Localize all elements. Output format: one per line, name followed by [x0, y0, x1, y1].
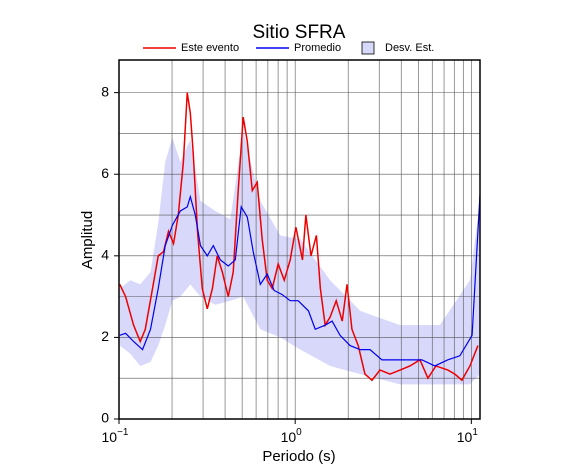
x-tick-label: 10−1	[102, 427, 129, 445]
chart-title: Sitio SFRA	[253, 22, 346, 43]
x-tick-base: 10	[281, 429, 297, 445]
std-band	[119, 131, 480, 385]
legend-label: Este evento	[181, 42, 239, 54]
x-tick-exponent: 0	[296, 427, 302, 438]
x-tick-base: 10	[457, 429, 473, 445]
x-axis-label: Periodo (s)	[262, 448, 335, 465]
y-tick-label: 8	[101, 83, 109, 99]
y-tick-label: 6	[101, 165, 109, 181]
x-tick-label: 100	[281, 427, 303, 445]
legend-label: Promedio	[294, 42, 341, 54]
x-tick-exponent: −1	[117, 427, 129, 438]
x-tick-exponent: 1	[472, 427, 478, 438]
x-tick-base: 10	[102, 429, 118, 445]
legend-label: Desv. Est.	[385, 42, 434, 54]
legend-swatch	[361, 41, 375, 55]
series-line	[119, 194, 481, 367]
y-tick-label: 0	[101, 410, 109, 426]
y-tick-label: 2	[101, 328, 109, 344]
y-tick-label: 4	[101, 247, 109, 263]
plot-frame	[118, 59, 481, 420]
y-axis-label: Amplitud	[79, 211, 96, 269]
x-tick-label: 101	[457, 427, 479, 445]
